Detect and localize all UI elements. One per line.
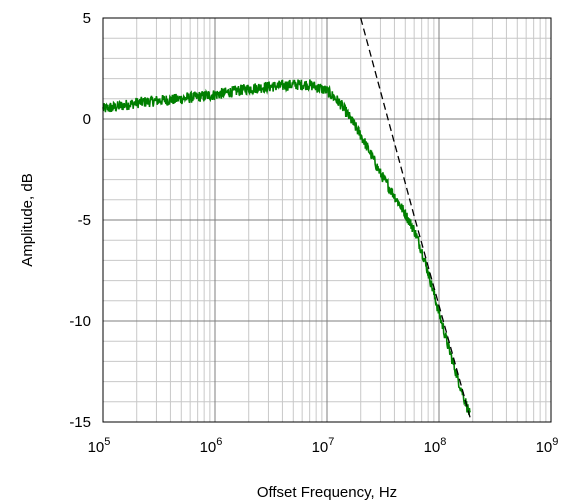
- plot-frame: [102, 17, 552, 423]
- grid-lines: [102, 17, 552, 423]
- plot-series: [102, 17, 471, 419]
- y-tick-label: -5: [78, 212, 91, 229]
- y-tick-label: -15: [69, 414, 91, 431]
- y-tick-label: 5: [83, 10, 91, 27]
- x-tick-label: 106: [200, 436, 223, 456]
- x-tick-label: 105: [88, 436, 111, 456]
- x-tick-label: 107: [312, 436, 335, 456]
- x-tick-label: 109: [536, 436, 559, 456]
- y-tick-label: -10: [69, 313, 91, 330]
- y-tick-label: 0: [83, 111, 91, 128]
- x-tick-labels: 105 106 107 108 109: [88, 436, 559, 456]
- asymptote-dashed-line: [360, 17, 471, 419]
- y-axis-title: Amplitude, dB: [19, 173, 36, 266]
- y-tick-labels: 5 0 -5 -10 -15: [69, 10, 91, 431]
- x-tick-label: 108: [424, 436, 447, 456]
- x-axis-title: Offset Frequency, Hz: [257, 484, 397, 501]
- amplitude-series-line: [102, 79, 471, 416]
